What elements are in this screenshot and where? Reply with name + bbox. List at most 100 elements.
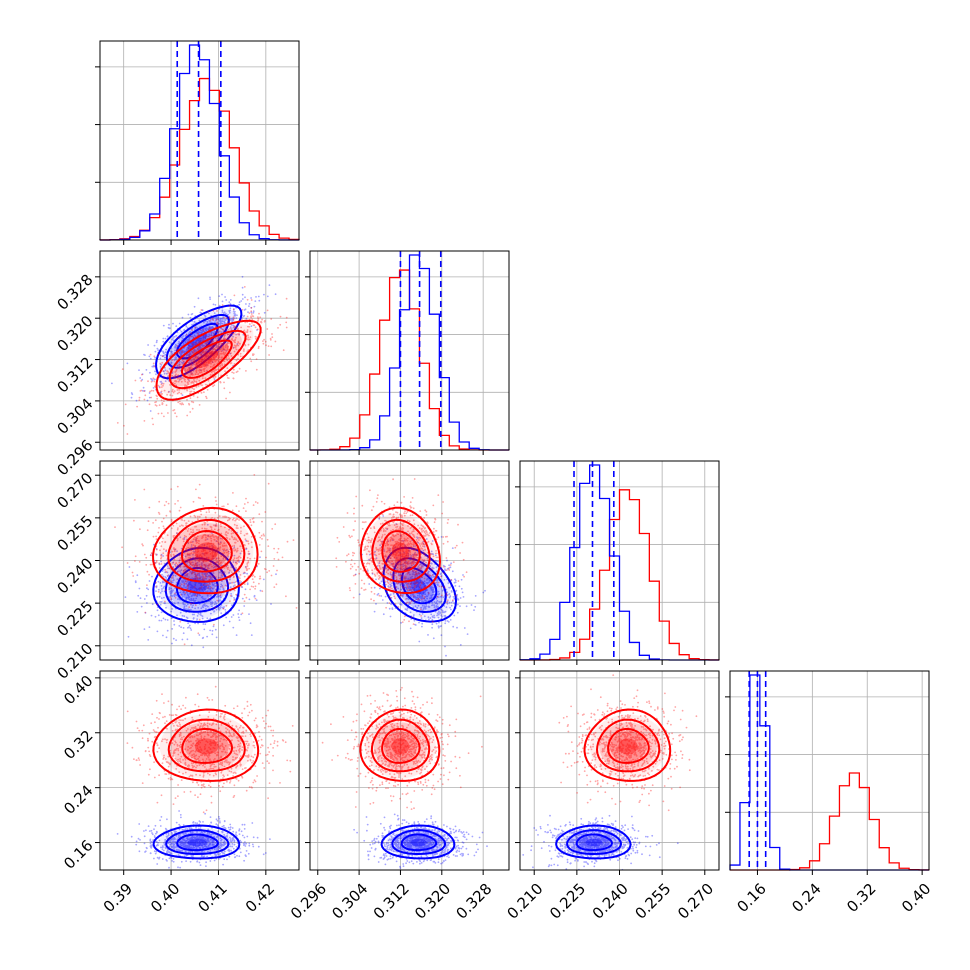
scatter-point	[234, 345, 237, 348]
scatter-point	[180, 561, 183, 564]
scatter-point	[158, 385, 161, 388]
scatter-point	[236, 549, 239, 552]
scatter-point	[153, 385, 156, 388]
scatter-point	[191, 587, 194, 589]
scatter-point	[219, 543, 221, 546]
scatter-point	[191, 368, 194, 371]
scatter-point	[193, 390, 196, 393]
scatter-point	[450, 601, 453, 604]
scatter-point	[219, 322, 222, 325]
scatter-point	[212, 340, 215, 342]
scatter-point	[171, 394, 174, 397]
scatter-point	[189, 411, 192, 413]
scatter-point	[240, 613, 243, 616]
scatter-point	[220, 532, 223, 535]
scatter-point	[196, 331, 199, 334]
scatter-point	[204, 534, 207, 537]
scatter-point	[413, 599, 416, 602]
scatter-point	[211, 553, 214, 555]
scatter-point	[210, 535, 212, 537]
scatter-point	[198, 352, 201, 355]
scatter-point	[274, 293, 277, 296]
scatter-point	[183, 586, 185, 588]
scatter-point	[152, 387, 155, 389]
scatter-point	[212, 356, 215, 359]
scatter-point	[199, 577, 201, 579]
scatter-point	[190, 363, 193, 366]
scatter-point	[216, 599, 219, 602]
scatter-point	[173, 550, 176, 553]
scatter-point	[175, 344, 178, 347]
scatter-point	[219, 588, 221, 591]
scatter-point	[183, 593, 186, 596]
scatter-point	[164, 602, 167, 604]
scatter-point	[257, 317, 260, 320]
scatter-point	[195, 575, 198, 578]
scatter-point	[222, 624, 225, 627]
scatter-point	[452, 596, 455, 598]
scatter-point	[161, 520, 163, 523]
scatter-point	[182, 350, 185, 353]
scatter-point	[250, 315, 252, 318]
scatter-point	[219, 337, 222, 340]
scatter-point	[211, 350, 214, 353]
scatter-point	[174, 596, 177, 599]
scatter-point	[163, 389, 166, 392]
scatter-point	[247, 542, 250, 545]
scatter-point	[188, 337, 191, 340]
scatter-point	[151, 563, 154, 566]
scatter-point	[196, 588, 199, 591]
scatter-point	[190, 549, 193, 552]
scatter-point	[140, 605, 143, 608]
scatter-point	[251, 318, 254, 321]
scatter-point	[160, 364, 163, 366]
scatter-point	[196, 561, 199, 564]
scatter-point	[161, 540, 164, 543]
scatter-point	[429, 579, 432, 582]
scatter-point	[190, 332, 193, 335]
scatter-point	[195, 576, 198, 579]
scatter-point	[176, 389, 179, 391]
scatter-point	[150, 377, 152, 380]
scatter-point	[274, 340, 277, 343]
scatter-point	[203, 604, 206, 606]
scatter-point	[195, 340, 198, 342]
scatter-point	[215, 525, 218, 527]
scatter-point	[184, 565, 186, 568]
scatter-point	[190, 571, 192, 573]
scatter-point	[206, 353, 209, 355]
scatter-point	[212, 555, 215, 558]
scatter-point	[213, 565, 216, 568]
scatter-point	[194, 357, 197, 359]
scatter-point	[251, 518, 254, 520]
scatter-point	[168, 567, 171, 570]
scatter-point	[357, 539, 359, 542]
scatter-point	[176, 336, 179, 339]
scatter-point	[257, 318, 260, 320]
scatter-point	[176, 539, 179, 542]
scatter-point	[186, 573, 189, 576]
scatter-point	[227, 550, 230, 553]
scatter-point	[217, 547, 220, 550]
scatter-point	[205, 536, 207, 539]
scatter-point	[227, 532, 229, 534]
scatter-point	[218, 549, 221, 552]
scatter-point	[217, 353, 219, 355]
scatter-point	[208, 352, 211, 354]
scatter-point	[196, 574, 199, 576]
scatter-point	[250, 307, 253, 309]
histogram-panel	[95, 40, 300, 245]
scatter-point	[232, 377, 235, 380]
scatter-point	[189, 588, 192, 591]
scatter-point	[204, 564, 207, 566]
scatter-point	[170, 580, 173, 583]
scatter-point	[144, 612, 147, 614]
scatter-point	[162, 370, 165, 373]
scatter-point	[381, 599, 384, 601]
scatter-point	[171, 359, 174, 362]
scatter-point	[179, 353, 182, 355]
scatter-point	[198, 364, 200, 367]
scatter-point	[211, 340, 214, 343]
scatter-point	[215, 589, 218, 592]
scatter-point	[437, 625, 440, 628]
